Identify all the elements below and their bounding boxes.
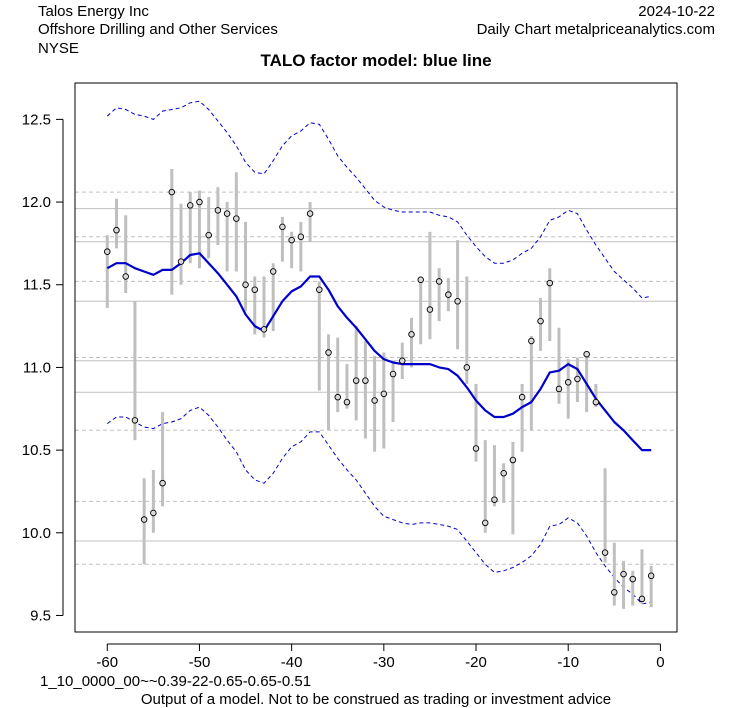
confidence-bands: [106, 100, 652, 605]
observation-point: [177, 258, 185, 265]
observation-point: [638, 595, 646, 603]
observation-point: [472, 445, 480, 452]
observation-point: [251, 286, 259, 293]
observation-point: [564, 379, 572, 386]
observation-point: [408, 331, 415, 338]
observation-point: [223, 210, 231, 217]
x-tick-label: -40: [281, 654, 303, 671]
company-name: Talos Energy Inc: [38, 3, 149, 20]
y-tick-label: 11.5: [23, 277, 51, 294]
observation-point: [371, 397, 378, 404]
observation-point: [592, 398, 600, 406]
observation-point: [629, 575, 636, 583]
x-tick-label: -60: [96, 654, 118, 671]
model-line: [106, 252, 652, 452]
upper-band-line: [106, 100, 652, 299]
observation-point: [537, 317, 544, 325]
y-tick-label: 10.5: [22, 442, 51, 459]
chart-title: TALO factor model: blue line: [260, 51, 491, 70]
observation-point: [389, 370, 397, 378]
y-tick-label: 12.0: [22, 194, 51, 211]
observation-point: [426, 306, 434, 313]
observation-point: [518, 393, 526, 401]
lower-band-line: [107, 406, 652, 605]
observation-point: [260, 326, 268, 333]
observation-point: [417, 276, 424, 284]
observation-point: [131, 417, 139, 424]
observation-point: [399, 357, 406, 365]
disclaimer: Output of a model. Not to be construed a…: [141, 691, 611, 708]
y-axis: 9.5 10.0 10.5 11.0 11.5 12.0 12.5: [22, 111, 64, 624]
x-tick-label: 0: [656, 654, 664, 671]
observation-point: [325, 349, 332, 356]
model-code: 1_10_0000_00~~0.39-22-0.65-0.65-0.51: [40, 673, 311, 690]
observation-point: [122, 273, 129, 280]
observation-point: [454, 298, 461, 305]
observation-point: [288, 236, 295, 244]
x-tick-label: -20: [465, 654, 487, 671]
observation-point: [555, 385, 563, 393]
observation-point: [242, 281, 249, 288]
chart-date: 2024-10-22: [638, 3, 715, 20]
sector-name: Offshore Drilling and Other Services: [38, 21, 278, 38]
observation-point: [481, 519, 489, 527]
observation-point: [113, 226, 120, 234]
observation-point: [601, 549, 609, 556]
observation-points: [104, 188, 655, 603]
observation-point: [316, 286, 323, 293]
exchange-name: NYSE: [38, 40, 79, 57]
x-tick-label: -10: [557, 654, 579, 671]
observation-point: [463, 364, 471, 371]
observation-point: [104, 248, 111, 255]
observation-point: [362, 377, 369, 384]
y-tick-label: 10.0: [22, 525, 51, 542]
observation-point: [491, 496, 498, 503]
x-tick-label: -30: [373, 654, 395, 671]
y-tick-label: 12.5: [22, 111, 51, 128]
observation-point: [509, 456, 517, 464]
x-axis: -60 -50 -40 -30 -20 -10 0: [96, 643, 665, 671]
chart-source: Daily Chart metalpriceanalytics.com: [476, 21, 715, 38]
observation-point: [620, 570, 627, 578]
observation-point: [233, 215, 240, 222]
observation-point: [306, 210, 314, 217]
observation-point: [279, 223, 286, 231]
observation-point: [159, 479, 166, 487]
model-line-group: [106, 252, 652, 452]
observation-point: [583, 350, 590, 358]
observation-point: [297, 233, 305, 241]
observation-point: [168, 188, 176, 196]
observation-point: [574, 375, 581, 383]
observation-point: [269, 268, 277, 275]
x-tick-label: -50: [189, 654, 211, 671]
observation-point: [150, 509, 157, 517]
y-tick-label: 11.0: [23, 359, 51, 376]
observation-point: [334, 393, 341, 401]
observation-point: [528, 337, 535, 345]
observation-point: [186, 202, 194, 209]
observation-ranges: [105, 168, 653, 609]
observation-point: [343, 398, 351, 406]
observation-point: [196, 198, 203, 206]
observation-point: [611, 589, 618, 596]
observation-point: [435, 278, 443, 285]
observation-point: [205, 231, 212, 239]
plot-frame: [74, 82, 678, 633]
observation-point: [445, 291, 452, 298]
observation-point: [214, 207, 222, 214]
observation-point: [352, 377, 360, 384]
y-tick-label: 9.5: [30, 607, 51, 624]
observation-point: [546, 279, 554, 287]
observation-point: [647, 572, 655, 580]
observation-point: [500, 470, 507, 477]
observation-point: [380, 390, 388, 398]
observation-point: [140, 516, 148, 523]
